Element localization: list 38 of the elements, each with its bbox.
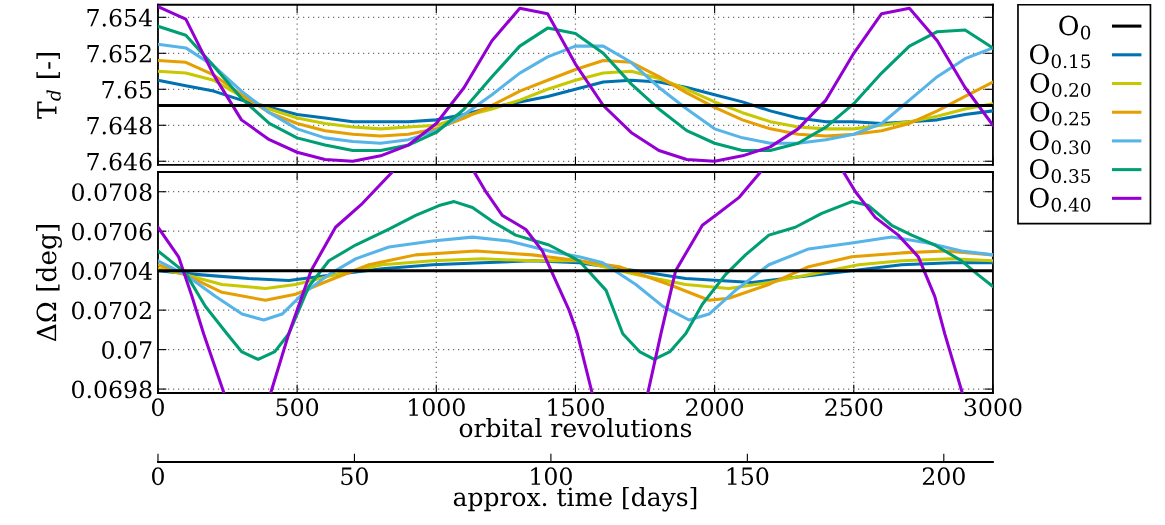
- legend-label: O$_{0.35}$: [1030, 159, 1091, 184]
- x-axis-title: orbital revolutions: [459, 417, 692, 438]
- y-tick-label: 0.0698: [72, 380, 152, 399]
- x-tick-label: 1000: [409, 398, 465, 417]
- x2-tick-label: 50: [341, 467, 368, 486]
- legend-label: O$_{0.25}$: [1030, 101, 1091, 126]
- y-tick-label: 0.0704: [72, 262, 152, 280]
- line-series: [157, 200, 993, 361]
- line-series: [157, 235, 993, 322]
- x-tick-label: 500: [276, 398, 319, 417]
- y-tick-label: 0.0702: [72, 301, 151, 320]
- y-tick-label: 0.0708: [72, 183, 152, 202]
- legend-label: O$_{0.40}$: [1030, 187, 1091, 212]
- y-tick-label: 0.07: [102, 341, 152, 359]
- line-series: [157, 24, 993, 152]
- x-tick-label: 3000: [964, 398, 1022, 417]
- y-tick-label: 7.65: [102, 80, 152, 99]
- y-tick-label: 7.652: [87, 44, 151, 63]
- y-axis-title: T$_{d}$ [-]: [36, 52, 61, 119]
- y-tick-label: 0.0706: [72, 222, 152, 241]
- x2-tick-label: 150: [727, 467, 769, 486]
- line-series: [157, 4, 993, 163]
- x2-tick-label: 200: [922, 467, 965, 486]
- y-axis-title: ΔΩ [deg]: [36, 225, 62, 342]
- legend-label: O$_{0.20}$: [1030, 72, 1091, 97]
- legend-label: O$_{0.15}$: [1030, 44, 1091, 69]
- legend-label: O$_{0}$: [1059, 15, 1091, 40]
- legend-label: O$_{0.30}$: [1030, 130, 1091, 155]
- x2-tick-label: 100: [531, 467, 572, 486]
- x2-tick-label: 0: [152, 467, 164, 486]
- x-tick-label: 2500: [825, 398, 883, 417]
- y-tick-label: 7.654: [87, 8, 152, 27]
- y-tick-label: 7.646: [87, 152, 152, 171]
- x2-axis-title: approx. time [days]: [453, 486, 697, 512]
- x-tick-label: 1500: [548, 398, 604, 417]
- x-tick-label: 2000: [686, 398, 744, 417]
- x-tick-label: 0: [152, 398, 164, 417]
- y-tick-label: 7.648: [87, 116, 152, 135]
